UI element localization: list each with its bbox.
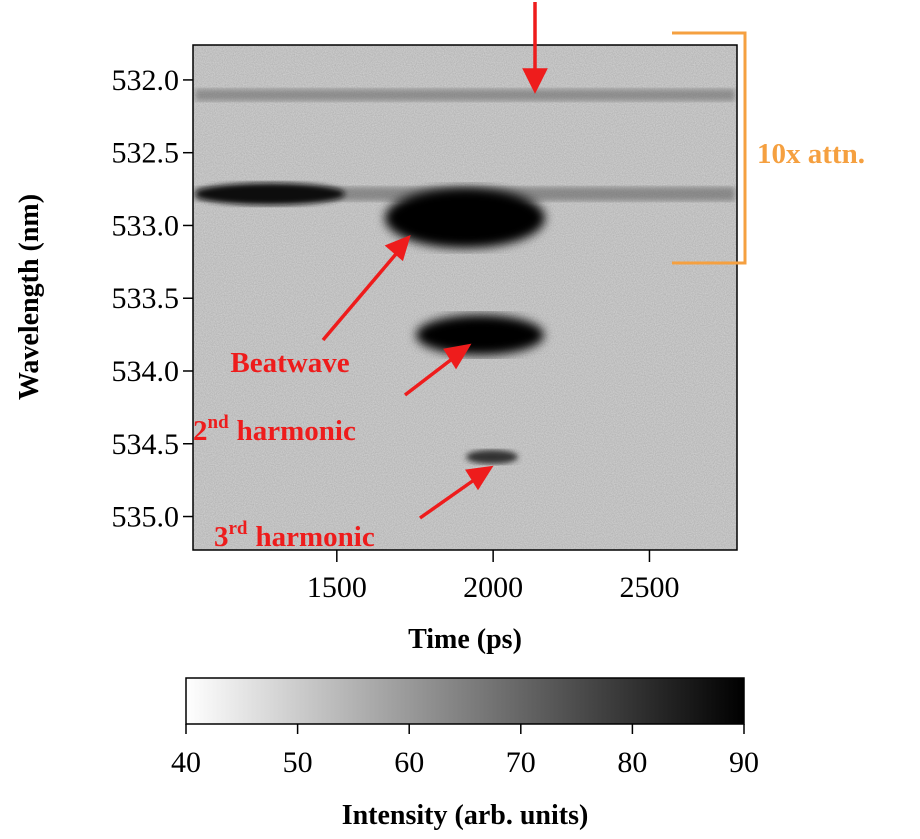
annotation: 3rd harmonic	[214, 518, 375, 553]
y-tick-label: 535.0	[112, 501, 180, 534]
colorbar-tick-label: 70	[506, 746, 536, 779]
annotation: 10x attn.	[757, 138, 865, 170]
y-axis-title: Wavelength (nm)	[14, 194, 45, 400]
y-tick-label: 534.0	[112, 355, 180, 388]
image	[193, 45, 737, 550]
y-tick-label: 532.5	[112, 137, 180, 170]
y-tick-label: 532.0	[112, 64, 180, 97]
annotation: 2nd harmonic	[193, 412, 356, 447]
x-tick-label: 2000	[463, 571, 523, 604]
bracket	[672, 31, 747, 265]
x-tick-label: 2500	[619, 571, 679, 604]
annotation-sup: rd	[229, 518, 248, 539]
colorbar-tick-label: 90	[729, 746, 759, 779]
colorbar-tick-label: 60	[394, 746, 424, 779]
y-tick-label: 533.0	[112, 209, 180, 242]
annotation: Beatwave	[230, 347, 349, 379]
annotation-text: harmonic	[256, 521, 375, 553]
colorbar-tick-label: 50	[283, 746, 313, 779]
arrows	[321, 2, 548, 520]
annotation-text: harmonic	[237, 415, 356, 447]
annotation-sup: nd	[208, 412, 230, 433]
annotation-number: 2	[193, 415, 208, 447]
y-tick-label: 533.5	[112, 282, 180, 315]
annotation-number: 3	[214, 521, 229, 553]
y-tick-label: 534.5	[112, 428, 180, 461]
colorbar-tick-label: 40	[171, 746, 201, 779]
x-tick-label: 1500	[307, 571, 367, 604]
colorbar-tick-label: 80	[617, 746, 647, 779]
x-axis-title: Time (ps)	[408, 624, 522, 655]
colorbar-title: Intensity (arb. units)	[342, 800, 589, 831]
colorbar	[185, 677, 745, 725]
